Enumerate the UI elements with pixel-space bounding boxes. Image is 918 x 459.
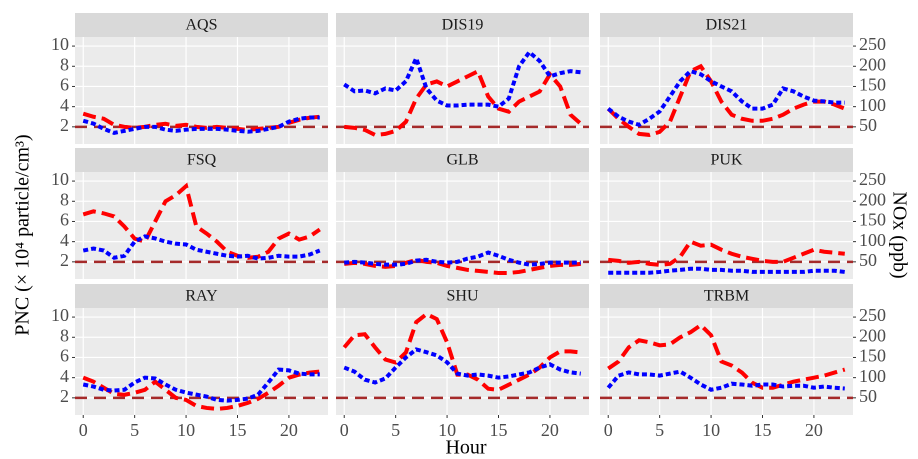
y2-tick-label: 150 (859, 210, 886, 230)
x-tick-label: 10 (177, 420, 195, 440)
series-line (342, 311, 581, 392)
strip (336, 13, 589, 37)
series-line (82, 182, 321, 260)
panel: AQS (75, 13, 328, 144)
series-line (344, 250, 581, 267)
panel: GLB (336, 148, 589, 279)
strip-title: SHU (446, 288, 478, 305)
strip-title: RAY (185, 288, 218, 305)
y2-tick-label: 100 (859, 230, 886, 250)
y2-tick-label: 200 (859, 189, 886, 209)
y2-tick-label: 250 (859, 34, 886, 54)
y-tick-label: 10 (51, 169, 69, 189)
x-axis-title: Hour (445, 437, 486, 459)
strip-title: DIS19 (442, 17, 484, 34)
y-tick-label: 6 (60, 210, 69, 230)
y2-tick-label: 150 (859, 346, 886, 366)
y2-tick-label: 250 (859, 305, 886, 325)
x-tick-label: 0 (604, 420, 613, 440)
strip (336, 284, 589, 308)
strip-title: TRBM (704, 288, 749, 305)
y-tick-label: 10 (51, 34, 69, 54)
panel: RAY (75, 284, 328, 415)
x-tick-label: 15 (228, 420, 246, 440)
series-line (82, 369, 320, 411)
strip (336, 148, 589, 172)
panel: TRBM (600, 284, 853, 415)
strip (75, 13, 328, 37)
panel: SHU (336, 284, 589, 415)
x-tick-label: 5 (391, 420, 400, 440)
y2-tick-label: 150 (859, 75, 886, 95)
y-tick-label: 2 (60, 386, 69, 406)
y-tick-label: 4 (60, 230, 69, 250)
y-tick-label: 6 (60, 346, 69, 366)
strip-title: DIS21 (706, 17, 748, 34)
y2-tick-label: 200 (859, 54, 886, 74)
y-tick-label: 2 (60, 250, 69, 270)
y2-tick-label: 250 (859, 169, 886, 189)
strip (75, 148, 328, 172)
strip-title: PUK (710, 152, 742, 169)
strip (75, 284, 328, 308)
y-tick-label: 2 (60, 115, 69, 135)
strip (600, 13, 853, 37)
y-tick-label: 8 (60, 325, 69, 345)
panel: DIS21 (600, 13, 853, 144)
x-tick-label: 10 (702, 420, 720, 440)
series-line (343, 347, 582, 385)
y2-tick-label: 50 (859, 250, 877, 270)
panel: FSQ (75, 148, 328, 279)
x-tick-label: 5 (655, 420, 664, 440)
strip-title: AQS (185, 17, 217, 34)
y-tick-label: 6 (60, 75, 69, 95)
y2-tick-label: 50 (859, 115, 877, 135)
panel: DIS19 (336, 13, 589, 144)
series-line (607, 322, 846, 390)
y2-tick-label: 50 (859, 386, 877, 406)
y-tick-label: 4 (60, 366, 69, 386)
series-line (606, 369, 845, 392)
y-tick-label: 8 (60, 54, 69, 74)
x-tick-label: 20 (280, 420, 298, 440)
x-tick-label: 20 (541, 420, 559, 440)
x-tick-label: 0 (340, 420, 349, 440)
strip (600, 148, 853, 172)
series-line (608, 239, 845, 267)
y2-tick-label: 200 (859, 325, 886, 345)
y2-tick-label: 100 (859, 366, 886, 386)
strip (600, 284, 853, 308)
x-tick-label: 0 (79, 420, 88, 440)
x-tick-label: 20 (805, 420, 823, 440)
y-tick-label: 10 (51, 305, 69, 325)
series-line (606, 68, 845, 127)
strip-title: FSQ (187, 152, 217, 169)
series-line (344, 257, 581, 275)
series-line (343, 49, 582, 109)
x-tick-label: 10 (438, 420, 456, 440)
x-tick-label: 15 (753, 420, 771, 440)
y2-axis-title: NOx (ppb) (888, 191, 910, 278)
y-axis-title: PNC (× 10⁴ particle/cm³) (12, 134, 34, 335)
series-line (82, 115, 320, 135)
series-line (82, 234, 321, 261)
series-line (344, 68, 583, 137)
series-line (606, 63, 846, 137)
y-tick-label: 8 (60, 189, 69, 209)
panel: PUK (600, 148, 853, 279)
strip-title: GLB (447, 152, 479, 169)
x-tick-label: 5 (130, 420, 139, 440)
x-tick-label: 15 (489, 420, 507, 440)
series-line (82, 367, 320, 403)
y2-tick-label: 100 (859, 95, 886, 115)
y-tick-label: 4 (60, 95, 69, 115)
